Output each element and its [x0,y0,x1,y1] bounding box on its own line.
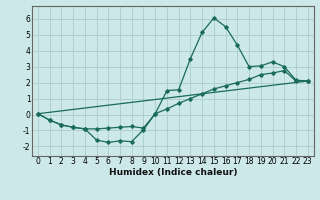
X-axis label: Humidex (Indice chaleur): Humidex (Indice chaleur) [108,168,237,177]
